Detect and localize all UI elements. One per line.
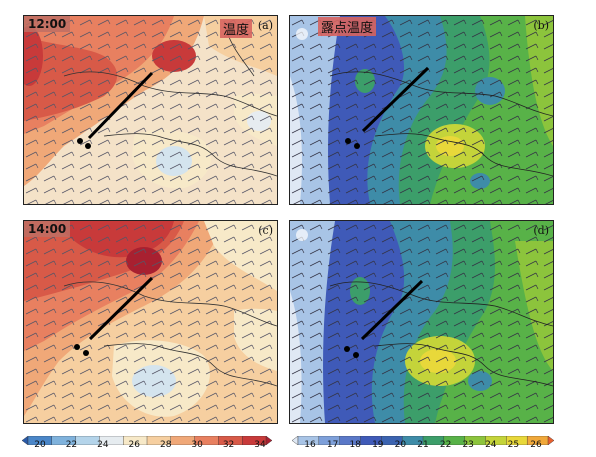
temperature-colorbar-svg	[21, 435, 273, 446]
panel-title-temperature: 温度	[220, 19, 253, 38]
temperature-colorbar-tick-label: 20	[34, 440, 46, 450]
temperature-colorbar-tick-label: 26	[128, 440, 141, 450]
temperature-colorbar-ticks: 20 22 24 26 28 30 32 34	[22, 440, 272, 452]
temperature-colorbar-tick-label: 30	[191, 440, 203, 450]
dewpoint-colorbar-tick-label: 26	[530, 440, 542, 450]
dewpoint-colorbar-ticks: 16 17 18 19 20 21 22 23 24 25 26	[292, 440, 554, 452]
dewpoint-colorbar-tick-label: 17	[326, 440, 339, 450]
dewpoint-colorbar-tick-label: 25	[507, 440, 520, 450]
panel-title-dewpoint: 露点温度	[318, 17, 377, 36]
temperature-colorbar-tick-label: 32	[222, 440, 235, 450]
dewpoint-colorbar-tick-label: 20	[394, 440, 407, 450]
panel-letter-a: (a)	[257, 19, 273, 32]
temperature-colorbar	[21, 430, 273, 446]
dewpoint-colorbar-tick-label: 22	[439, 440, 452, 450]
dewpoint-colorbar-tick-label: 16	[304, 440, 316, 450]
dewpoint-map-b	[290, 16, 553, 204]
temperature-colorbar-tick-label: 22	[65, 440, 78, 450]
temperature-map-c	[24, 221, 277, 423]
dewpoint-colorbar	[291, 430, 555, 446]
dewpoint-colorbar-tick-label: 18	[349, 440, 361, 450]
dewpoint-colorbar-tick-label: 23	[462, 440, 474, 450]
dewpoint-colorbar-tick-label: 19	[372, 440, 384, 450]
panel-temperature-1200: 12:00 温度 (a)	[23, 15, 278, 205]
dewpoint-colorbar-tick-label: 21	[417, 440, 429, 450]
temperature-colorbar-tick-label: 24	[97, 440, 109, 450]
temperature-map-a	[24, 16, 277, 204]
temperature-colorbar-tick-label: 28	[159, 440, 172, 450]
temperature-colorbar-tick-label: 34	[254, 440, 266, 450]
dewpoint-colorbar-tick-label: 24	[485, 440, 497, 450]
panel-dewpoint-1200: 露点温度 (b)	[289, 15, 554, 205]
panel-letter-b: (b)	[533, 19, 549, 32]
time-label: 12:00	[24, 16, 71, 32]
dewpoint-map-d	[290, 221, 553, 423]
dewpoint-colorbar-segment	[547, 435, 555, 446]
time-label: 14:00	[24, 221, 71, 237]
panel-temperature-1400: 14:00 (c)	[23, 220, 278, 424]
temperature-colorbar-segment	[265, 435, 273, 446]
dewpoint-colorbar-svg	[291, 435, 555, 446]
panel-dewpoint-1400: (d)	[289, 220, 554, 424]
panel-letter-d: (d)	[533, 224, 549, 237]
panel-letter-c: (c)	[258, 224, 273, 237]
